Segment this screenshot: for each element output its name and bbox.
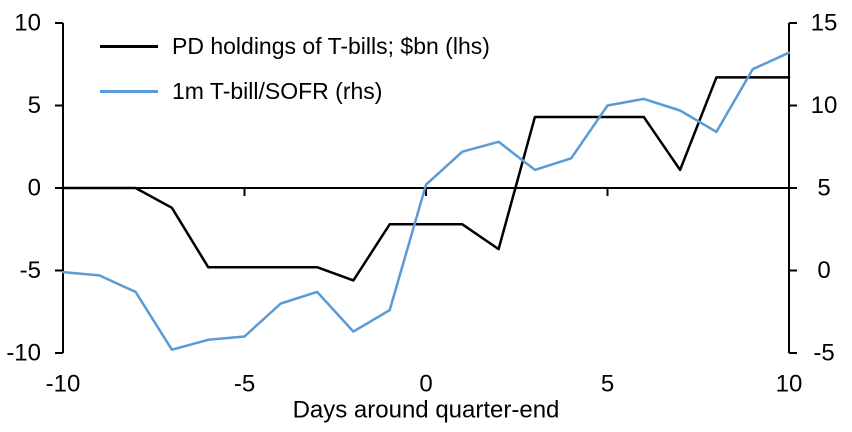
legend-label-rhs: 1m T-bill/SOFR (rhs) (172, 78, 383, 104)
x-tick-label: 10 (776, 371, 803, 398)
series-line-1 (61, 51, 791, 351)
y-left-tick-label: -10 (6, 340, 41, 367)
x-axis-title: Days around quarter-end (293, 397, 560, 424)
legend-swatch-lhs-line (100, 45, 158, 48)
y-left-tick-label: -5 (20, 257, 41, 284)
legend: PD holdings of T-bills; $bn (lhs) 1m T-b… (100, 33, 490, 105)
x-tick-label: -5 (234, 371, 255, 398)
y-right-tick-label: 0 (817, 257, 830, 284)
y-right-tick-label: 10 (811, 92, 838, 119)
legend-item-lhs: PD holdings of T-bills; $bn (lhs) (100, 33, 490, 60)
series-line-0 (61, 76, 791, 282)
y-right-tick-label: 15 (811, 10, 838, 37)
x-tick-label: 0 (419, 371, 432, 398)
y-left-tick-label: 10 (14, 10, 41, 37)
legend-label-lhs: PD holdings of T-bills; $bn (lhs) (172, 33, 490, 59)
legend-swatch-rhs-line (100, 90, 158, 93)
x-tick-label: -10 (46, 371, 81, 398)
y-right-tick-label: 5 (817, 175, 830, 202)
y-left-tick-label: 5 (28, 92, 41, 119)
x-tick-label: 5 (601, 371, 614, 398)
y-left-tick-label: 0 (28, 175, 41, 202)
legend-item-rhs: 1m T-bill/SOFR (rhs) (100, 78, 490, 105)
y-right-tick-label: -5 (813, 340, 834, 367)
